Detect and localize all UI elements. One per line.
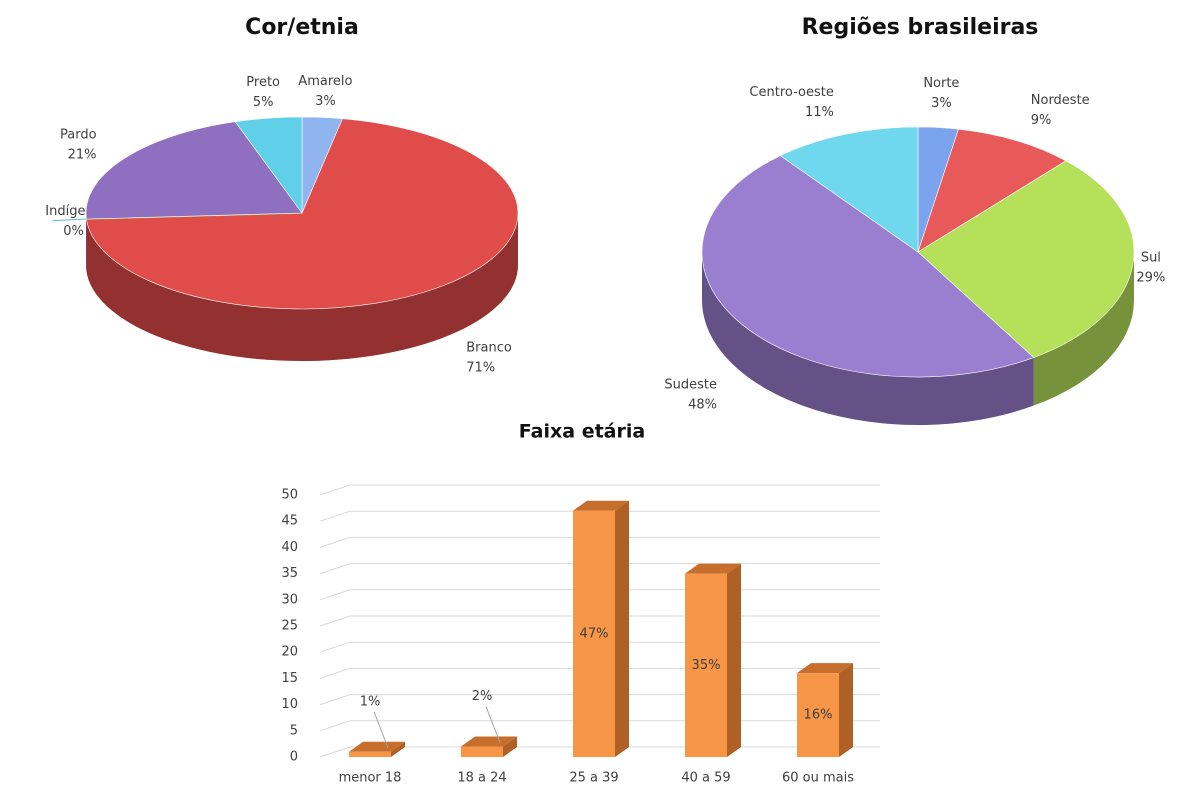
slice-value: 21% bbox=[68, 147, 97, 162]
x-tick-label: 40 a 59 bbox=[681, 771, 730, 786]
value-label: 16% bbox=[804, 708, 833, 723]
value-label: 2% bbox=[472, 689, 493, 704]
slice-value: 3% bbox=[315, 94, 336, 109]
slice-label: Centro-oeste bbox=[749, 85, 833, 100]
bar-side bbox=[615, 501, 629, 757]
value-label: 35% bbox=[692, 658, 721, 673]
chart-title: Faixa etária bbox=[519, 421, 645, 443]
y-tick-label: 35 bbox=[281, 566, 298, 581]
chart-title: Cor/etnia bbox=[245, 15, 359, 40]
x-tick-label: 25 a 39 bbox=[569, 771, 618, 786]
slice-label: Sudeste bbox=[664, 378, 717, 393]
slice-label: Branco bbox=[466, 341, 512, 356]
bar bbox=[349, 752, 391, 757]
x-tick-label: 60 ou mais bbox=[782, 771, 854, 786]
slice-value: 48% bbox=[688, 398, 717, 413]
value-label: 1% bbox=[360, 694, 381, 709]
bar-side bbox=[727, 564, 741, 757]
grid-line bbox=[320, 485, 880, 495]
slice-value: 71% bbox=[466, 361, 495, 376]
slice-value: 9% bbox=[1031, 113, 1052, 128]
slice-label: Norte bbox=[923, 76, 959, 91]
slice-value: 11% bbox=[805, 105, 834, 120]
slice-label: Amarelo bbox=[298, 74, 352, 89]
y-tick-label: 0 bbox=[290, 750, 298, 765]
bar-side bbox=[839, 663, 853, 757]
bar bbox=[461, 747, 503, 757]
slice-value: 0% bbox=[63, 224, 84, 239]
slice-value: 29% bbox=[1136, 271, 1165, 286]
y-tick-label: 25 bbox=[281, 619, 298, 634]
slice-label: Sul bbox=[1141, 251, 1161, 266]
y-tick-label: 15 bbox=[281, 671, 298, 686]
value-label: 47% bbox=[580, 626, 609, 641]
slice-label: Nordeste bbox=[1031, 93, 1090, 108]
slice-label: Pardo bbox=[60, 127, 97, 142]
slice-label: Preto bbox=[246, 75, 280, 90]
chart-title: Regiões brasileiras bbox=[802, 15, 1039, 40]
y-tick-label: 30 bbox=[281, 592, 298, 607]
y-tick-label: 45 bbox=[281, 514, 298, 529]
x-tick-label: menor 18 bbox=[339, 771, 402, 786]
leader-line bbox=[53, 219, 87, 221]
y-tick-label: 50 bbox=[281, 488, 298, 503]
y-tick-label: 40 bbox=[281, 540, 298, 555]
slice-value: 3% bbox=[931, 96, 952, 111]
y-tick-label: 20 bbox=[281, 645, 298, 660]
x-tick-label: 18 a 24 bbox=[457, 771, 506, 786]
slice-value: 5% bbox=[253, 95, 274, 110]
y-tick-label: 5 bbox=[290, 723, 298, 738]
y-tick-label: 10 bbox=[281, 697, 298, 712]
